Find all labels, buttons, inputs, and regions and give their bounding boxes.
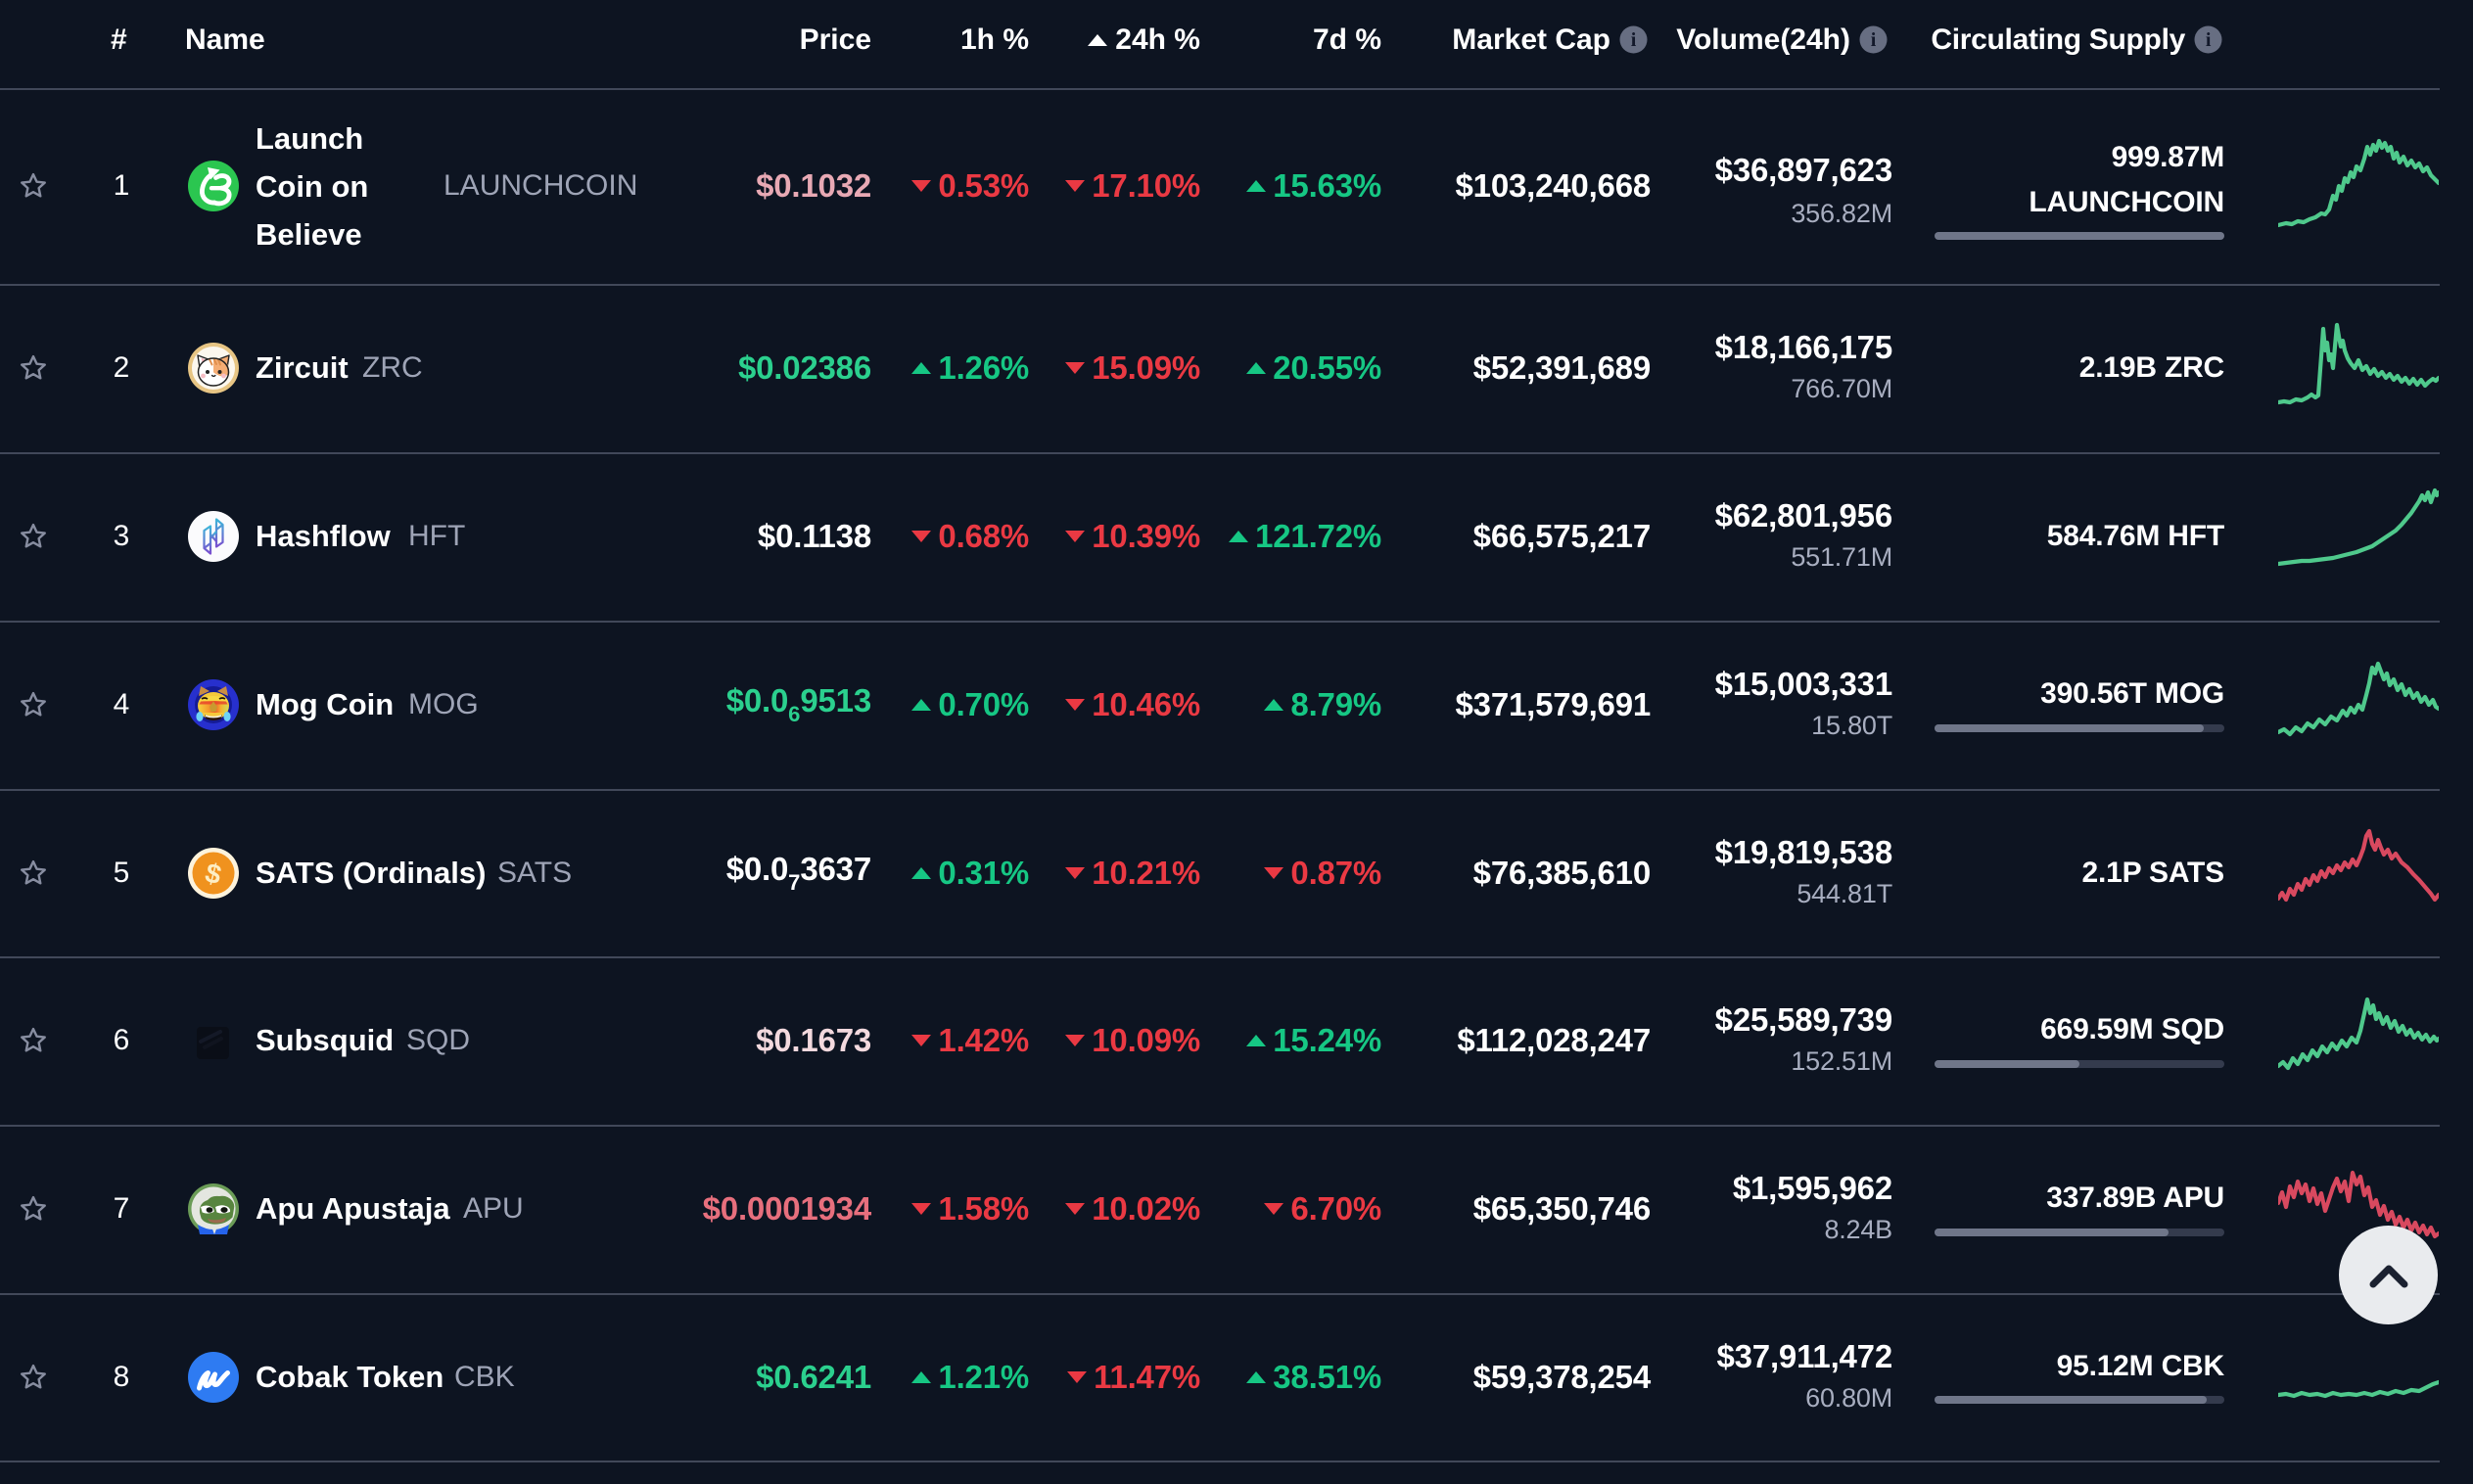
- svg-text:i: i: [1631, 29, 1637, 51]
- svg-text:i: i: [1871, 29, 1877, 51]
- svg-text:i: i: [2206, 29, 2212, 51]
